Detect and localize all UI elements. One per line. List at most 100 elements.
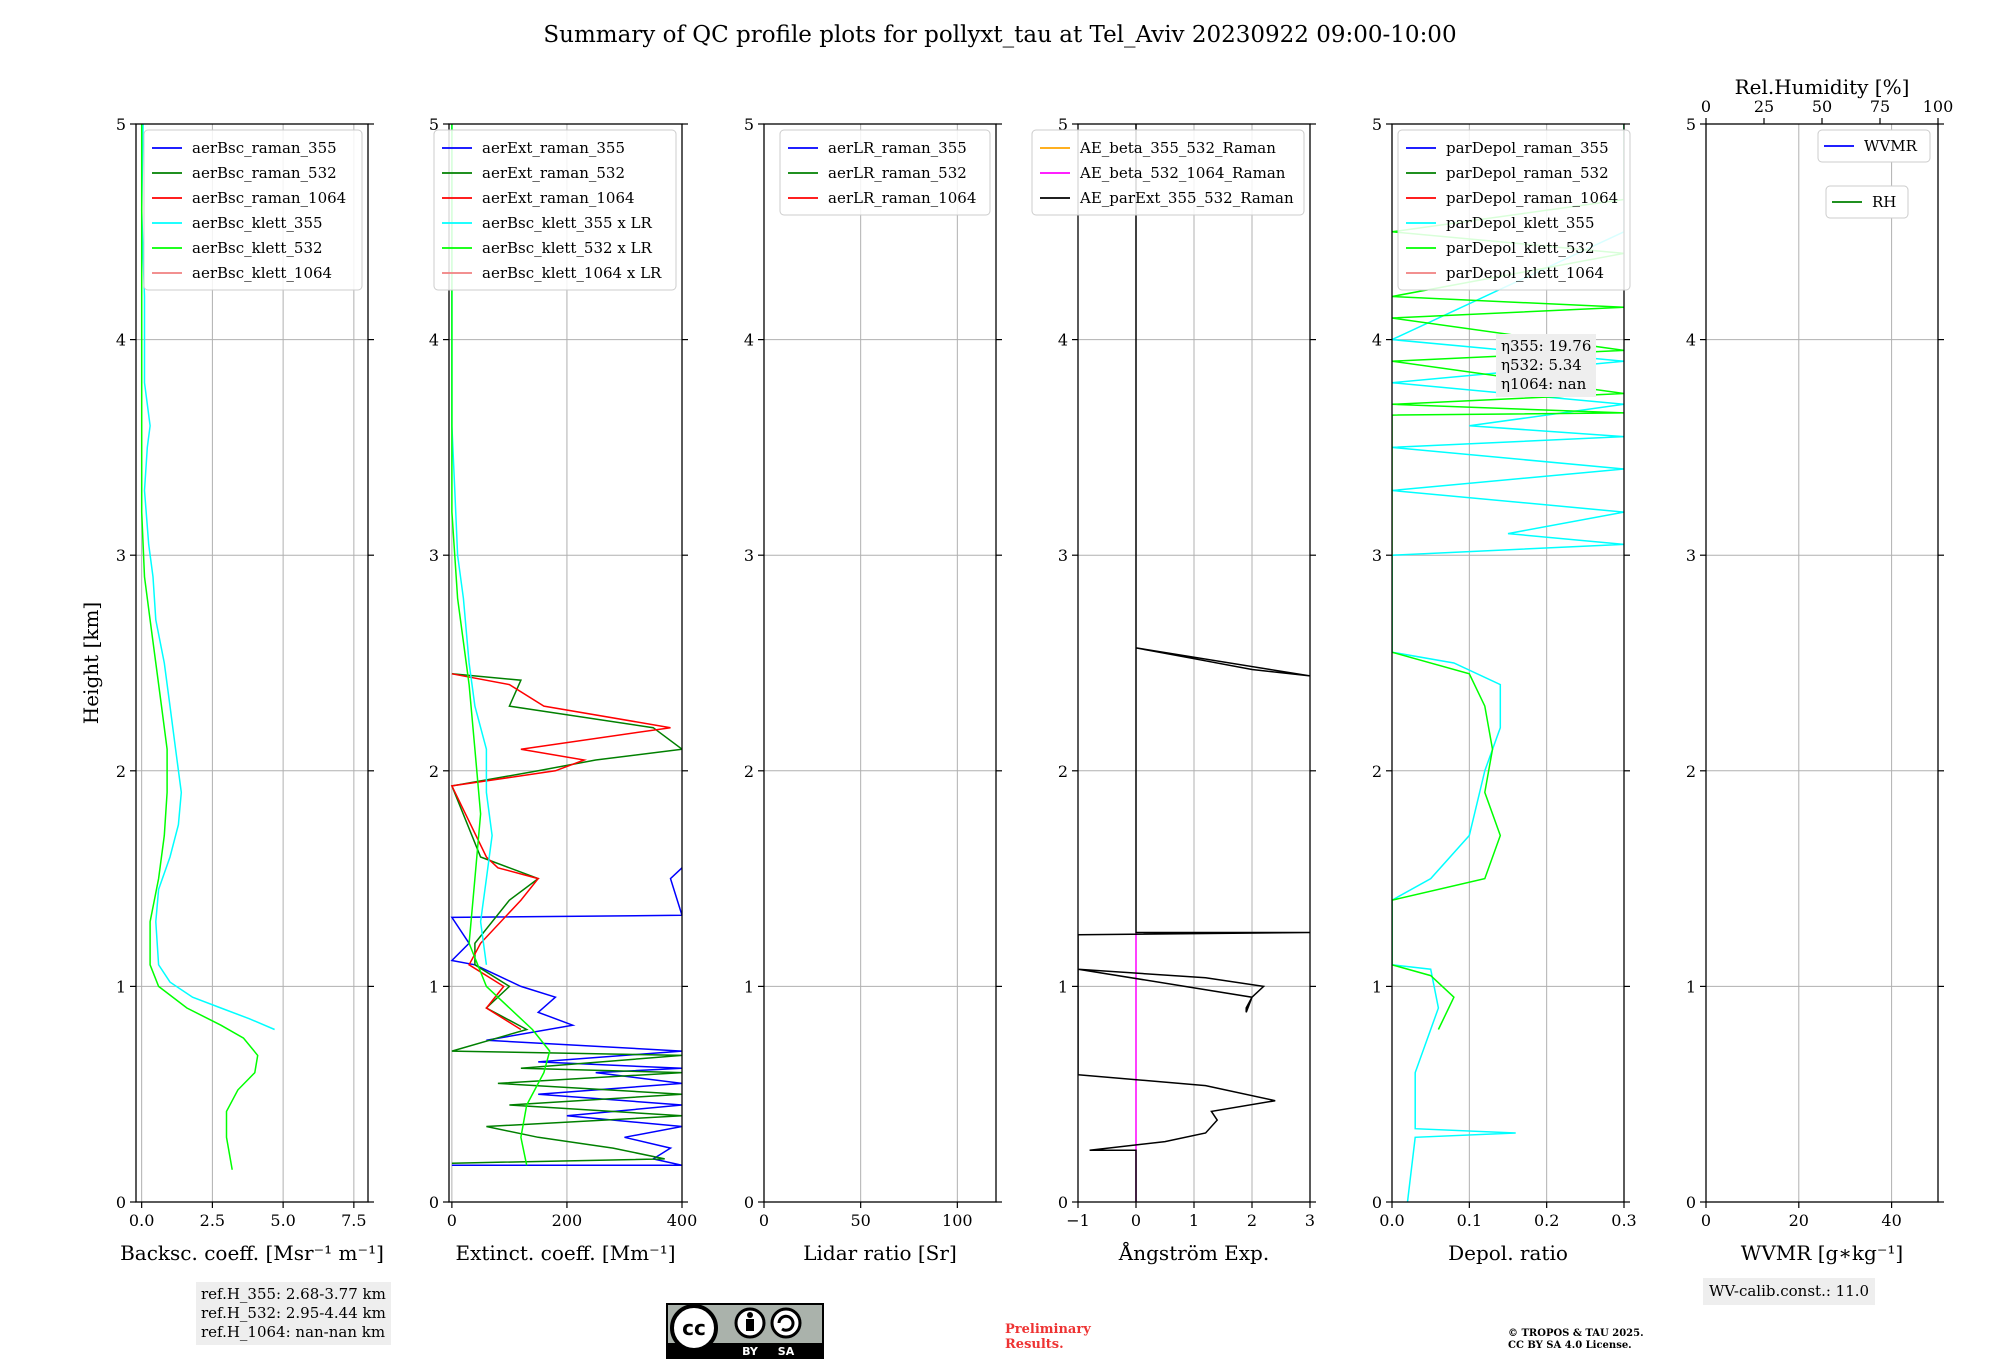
y-tick-label: 0 [429,1193,439,1212]
legend-label: AE_parExt_355_532_Raman [1079,189,1294,207]
x-axis-label: WVMR [g∗kg⁻¹] [1741,1241,1903,1265]
x-tick-label: 5.0 [270,1211,295,1230]
legend-label: aerBsc_raman_532 [192,164,337,182]
legend-label: aerBsc_raman_355 [192,139,337,157]
x-tick-label: 400 [667,1211,698,1230]
axes-frame [1391,123,1625,1203]
y-tick-label: 0 [1372,1193,1382,1212]
legend-box [143,129,363,291]
legend-label: aerLR_raman_355 [828,139,967,157]
series-group [1392,124,1624,1202]
x-tick-label: 100 [942,1211,973,1230]
x-tick-label: 2 [1247,1211,1257,1230]
legend-label: parDepol_raman_1064 [1446,189,1618,207]
y-tick-label: 1 [116,977,126,996]
y-tick-label: 1 [429,977,439,996]
y-tick-label: 0 [744,1193,754,1212]
copyright-line-2: CC BY SA 4.0 License. [1508,1340,1632,1351]
panel-lidar-ratio: 0 50 100 0 1 2 3 4 5 Lidar ratio [Sr] aerLR_raman_… [744,115,1002,1265]
y-tick-label: 2 [1058,762,1068,781]
y-tick-label: 4 [429,331,439,350]
by-label: BY [742,1345,759,1358]
y-tick-label: 3 [1686,546,1696,565]
series-line-aerExt_raman_1064 [450,673,671,1031]
cc-icon-text: cc [682,1316,706,1340]
y-tick-label: 0 [1686,1193,1696,1212]
legend-label: aerLR_raman_1064 [828,189,976,207]
eta-1064: η1064: nan [1501,375,1587,393]
legend-label: parDepol_raman_532 [1446,164,1609,182]
axes-frame [763,123,997,1203]
panel-depolarization: 0.0 0.1 0.2 0.3 0 1 2 3 4 5 Depol. ratio parDepol_r… [1372,115,1637,1265]
copyright-line-1: © TROPOS & TAU 2025. [1508,1328,1644,1339]
y-tick-label: 3 [1058,546,1068,565]
panel-extinction: 0 200 400 0 1 2 3 4 5 Extinct. coeff. [Mm⁻¹] aerEx… [429,115,697,1265]
y-tick-label: 5 [116,115,126,134]
preliminary-line-2: Results. [1005,1337,1064,1352]
legend-label: aerExt_raman_1064 [482,189,635,207]
y-tick-label: 3 [1372,546,1382,565]
x-tick-label: 0.0 [129,1211,154,1230]
axes-frame [448,123,683,1203]
top-tick-label: 50 [1812,97,1832,116]
y-tick-label: 5 [744,115,754,134]
legend-label: aerExt_raman_532 [482,164,625,182]
series-group [140,124,275,1170]
eta-355: η355: 19.76 [1501,337,1592,355]
y-tick-label: 0 [1058,1193,1068,1212]
legend-label: AE_beta_355_532_Raman [1079,139,1276,157]
series-group [450,124,682,1167]
copyright-note: © TROPOS & TAU 2025. CC BY SA 4.0 Licens… [1508,1328,1644,1352]
x-tick-label: 0.3 [1611,1211,1636,1230]
legend-box [1397,129,1631,291]
y-tick-label: 5 [429,115,439,134]
reference-height-box: ref.H_355: 2.68-3.77 km ref.H_532: 2.95-… [196,1282,391,1345]
y-tick-label: 2 [1686,762,1696,781]
y-axis-label: Height [km] [79,602,103,724]
y-tick-label: 2 [744,762,754,781]
legend-box [1825,185,1909,219]
y-tick-label: 4 [1686,331,1696,350]
legend-label: AE_beta_532_1064_Raman [1079,164,1286,182]
cc-by-sa-badge: cc BY SA [666,1303,824,1359]
sa-share-icon [770,1307,802,1339]
top-tick-label: 100 [1923,97,1954,116]
legend-label: aerBsc_klett_355 x LR [482,214,653,232]
y-tick-label: 0 [116,1193,126,1212]
legend-box [1817,129,1931,163]
ref-height-355: ref.H_355: 2.68-3.77 km [201,1285,386,1303]
legend: aerLR_raman_355 aerLR_raman_532 aerLR_rama… [779,129,991,216]
legend-label: aerBsc_klett_355 [192,214,323,232]
legend-label: RH [1872,193,1896,211]
y-tick-label: 4 [1058,331,1068,350]
legend: WVMR RH [1817,129,1931,219]
x-axis-label: Extinct. coeff. [Mm⁻¹] [455,1241,675,1265]
panel-water-vapor: 0 20 40 0 1 2 3 4 5 WVMR [g∗kg⁻¹] 0 25 50 75 100 Rel.Hu… [1686,75,1953,1265]
legend-label: aerBsc_klett_532 x LR [482,239,653,257]
legend: aerBsc_raman_355 aerBsc_raman_532 aerBsc_r… [143,129,363,291]
x-tick-label: 0.0 [1379,1211,1404,1230]
panel-backscatter: 0.0 2.5 5.0 7.5 0 1 2 3 4 5 Backsc. coeff. [Msr⁻¹ … [79,115,384,1265]
legend-box [779,129,991,216]
series-line-aerBsc_klett_532 x LR [451,124,551,1166]
x-axis-label: Lidar ratio [Sr] [803,1241,957,1265]
legend-label: parDepol_raman_355 [1446,139,1609,157]
eta-box: η355: 19.76 η532: 5.34 η1064: nan [1496,334,1597,397]
legend-label: parDepol_klett_1064 [1446,264,1604,282]
x-tick-label: 50 [850,1211,870,1230]
preliminary-note: Preliminary Results. [1005,1322,1091,1352]
x-tick-label: 1 [1189,1211,1199,1230]
x-tick-label: 0 [1701,1211,1711,1230]
y-tick-label: 3 [744,546,754,565]
x-axis-label: Depol. ratio [1448,1241,1568,1265]
legend: parDepol_raman_355 parDepol_raman_532 parD… [1397,129,1631,291]
x-axis-label: Backsc. coeff. [Msr⁻¹ m⁻¹] [120,1241,384,1265]
legend-box [433,129,677,291]
ref-height-532: ref.H_532: 2.95-4.44 km [201,1304,386,1322]
legend-label: parDepol_klett_355 [1446,214,1595,232]
y-tick-label: 3 [429,546,439,565]
top-tick-label: 75 [1870,97,1890,116]
x-tick-label: 0 [1131,1211,1141,1230]
